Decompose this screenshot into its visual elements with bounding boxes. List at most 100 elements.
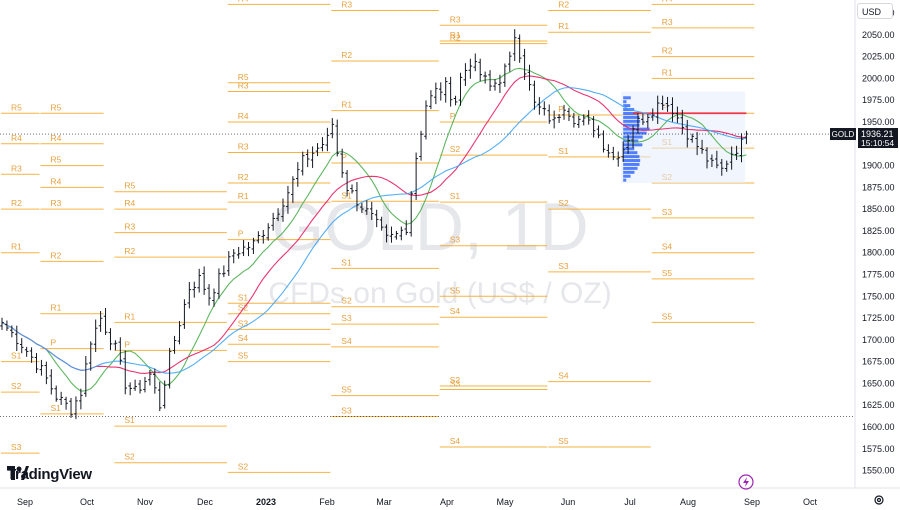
pivot-label-s2: S2 [341,296,352,306]
price-tag-value: 1936.21 [861,129,894,139]
brand[interactable]: TradingView [7,466,92,483]
pivot-label-s5: S5 [341,385,352,395]
candle [108,328,113,351]
pivot-label-r1: R1 [238,191,249,201]
candle [153,368,157,394]
candle [577,115,581,128]
candle [724,160,729,172]
x-tick-label: Feb [319,497,335,507]
candle [488,70,492,92]
candle [148,369,152,386]
pivot-label-s1: S1 [558,146,569,156]
pivot-label-r2: R2 [238,172,249,182]
candle [128,382,132,396]
brand-name: TradingView [7,466,92,483]
candle [517,34,522,63]
x-tick-label: 2023 [256,497,276,507]
lightning-bolt-icon[interactable] [738,474,754,490]
candle [646,114,650,129]
pivot-label-s5: S5 [238,351,249,361]
candle [394,230,399,240]
y-tick-label: 1875.00 [862,182,895,192]
volume-profile-bar [623,111,638,115]
volume-profile-bar [623,139,639,143]
pivot-label-s5: S5 [558,436,569,446]
pivot-label-r3: R3 [450,14,461,24]
candle [355,181,359,212]
volume-profile-bar [623,174,631,178]
candle [305,149,310,168]
candle [660,95,665,111]
candle [715,150,719,169]
pivot-label-r4: R4 [11,133,22,143]
x-tick-label: Apr [440,497,454,507]
candle [719,158,724,176]
candle [547,104,552,124]
pivot-label-s4: S4 [450,306,461,316]
candle [192,281,197,298]
tradingview-logo-icon [7,466,29,480]
pivot-label-s3: S3 [558,261,569,271]
candle [261,230,266,244]
candle [217,268,221,299]
pivot-label-r4: R4 [50,133,61,143]
candle [572,112,576,128]
pivot-label-s4: S4 [558,371,569,381]
y-tick-label: 1850.00 [862,204,895,214]
candle [384,224,389,243]
candle [123,350,128,395]
candle [246,241,251,257]
y-tick-label: 1650.00 [862,378,895,388]
volume-profile-bar [623,178,627,182]
candle [271,212,275,231]
pivot-label-r1: R1 [662,67,673,77]
candle [172,335,177,354]
pivot-label-r3: R3 [50,198,61,208]
candle [14,325,19,352]
pivot-label-r3: R3 [11,163,22,173]
pivot-label-s1: S1 [238,292,249,302]
x-tick-label: Nov [137,497,154,507]
volume-profile [621,91,746,183]
candle [64,396,68,410]
candle [187,282,192,309]
x-tick-label: Aug [680,497,696,507]
candle [167,347,172,389]
candle [103,308,108,335]
pivot-label-s2: S2 [11,381,22,391]
pivot-label-r2: R2 [341,50,352,60]
gear-icon[interactable] [873,494,885,506]
candle [118,337,123,365]
candle [236,246,241,259]
pivot-label-s1: S1 [50,403,61,413]
candle [19,338,24,354]
pivot-label-r5: R5 [50,155,61,165]
pivot-label-s3: S3 [450,379,461,389]
volume-profile-bar [623,115,640,119]
volume-profile-bar [623,147,635,151]
candle [10,325,14,338]
volume-profile-bar [623,159,641,163]
candle [532,80,537,110]
y-tick-label: 2025.00 [862,52,895,62]
x-tick-label: Jun [561,497,576,507]
x-tick-label: Mar [376,497,392,507]
currency-selector[interactable]: USD [857,3,893,19]
pivot-label-s4: S4 [341,336,352,346]
pivot-label-r4: R4 [662,0,673,3]
volume-profile-bar [623,166,638,170]
pivot-label-r1: R1 [341,100,352,110]
volume-profile-bar [623,162,640,166]
candle [365,200,369,215]
candle [197,268,201,293]
pivot-label-r1: R1 [450,30,461,40]
y-tick-label: 1750.00 [862,291,895,301]
candle [734,145,739,161]
candle [537,97,542,115]
x-tick-label: May [496,497,514,507]
candle [49,369,54,395]
pivot-label-s2: S2 [558,198,569,208]
candle [281,198,285,222]
